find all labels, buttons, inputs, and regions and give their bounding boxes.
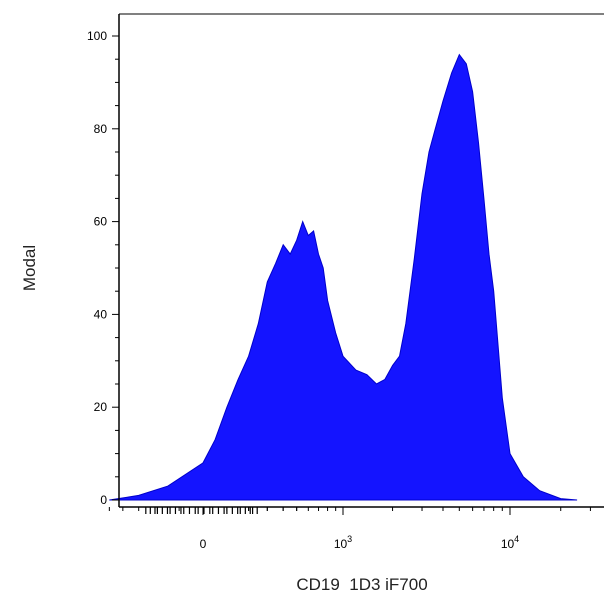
y-tick-label: 0 <box>100 493 107 507</box>
x-axis-title: CD19 1D3 iF700 <box>296 575 427 594</box>
plot-frame <box>118 13 604 508</box>
y-tick-label: 100 <box>87 29 107 43</box>
plot-area <box>109 53 578 501</box>
x-axis-ticks <box>108 507 591 515</box>
y-tick-label: 60 <box>94 215 108 229</box>
x-tick-label-exponent: 3 <box>347 534 352 544</box>
x-tick-label: 104 <box>501 534 519 551</box>
y-tick-label: 20 <box>94 400 108 414</box>
y-tick-label: 80 <box>94 122 108 136</box>
x-tick-labels: 0 103 104 <box>200 534 520 551</box>
histogram-area <box>109 53 578 501</box>
y-tick-label: 40 <box>94 307 108 321</box>
x-tick-label: 103 <box>334 534 352 551</box>
x-tick-label-base: 10 <box>501 537 515 551</box>
y-axis-title: Modal <box>20 245 39 291</box>
x-tick-label-base: 10 <box>334 537 348 551</box>
y-axis-ticks <box>112 35 119 501</box>
x-tick-label-exponent: 4 <box>514 534 519 544</box>
x-tick-label-base: 0 <box>200 537 207 551</box>
x-tick-label: 0 <box>200 537 207 551</box>
y-tick-labels: 0 20 40 60 80 100 <box>87 29 107 507</box>
